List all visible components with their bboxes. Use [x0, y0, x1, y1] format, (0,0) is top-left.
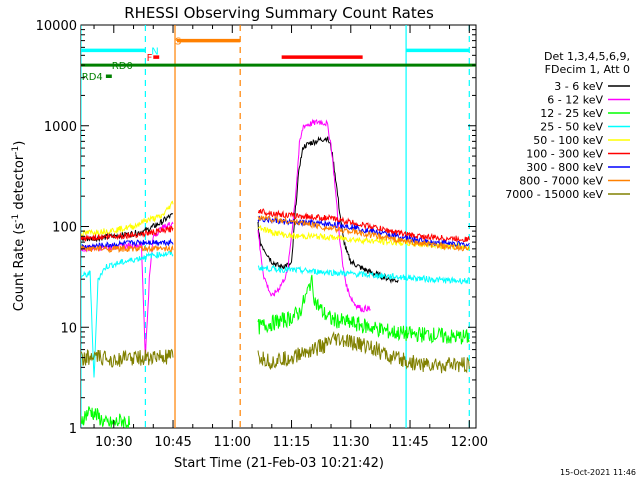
legend-header-0: Det 1,3,4,5,6,9, [544, 50, 630, 63]
y-tick-label-1: 10 [60, 321, 77, 336]
x-tick-label-2: 11:00 [214, 435, 251, 450]
series-25-50keV-part1 [257, 264, 470, 285]
series-50-100keV-part1 [257, 224, 470, 251]
flag-label-1: N [151, 46, 158, 57]
x-tick-label-5: 11:45 [391, 435, 428, 450]
legend-entry-0: 3 - 6 keV [554, 80, 603, 93]
y-axis-label-part-4: ) [12, 141, 27, 146]
legend-entry-5: 100 - 300 keV [526, 148, 603, 161]
legend: Det 1,3,4,5,6,9,FDecim 1, Att 0 3 - 6 keV… [505, 50, 630, 201]
series-100-300keV-part1 [258, 208, 470, 243]
x-tick-label-3: 11:15 [273, 435, 310, 450]
timestamp: 15-Oct-2021 11:46 [560, 468, 636, 477]
legend-entry-6: 300 - 800 keV [526, 161, 603, 174]
flag-label-0: S [175, 37, 181, 48]
flag-label-3: F [147, 53, 153, 64]
y-axis-label-part-3: -1 [11, 146, 21, 155]
series-800-7000keV-part1 [257, 214, 470, 252]
series-12-25keV-part1 [257, 274, 470, 345]
series-100-300keV-part0 [81, 225, 174, 242]
y-tick-label-4: 10000 [36, 19, 77, 34]
x-axis-label: Start Time (21-Feb-03 10:21:42) [174, 456, 384, 471]
x-tick-label-0: 10:30 [95, 435, 132, 450]
axes-frame [80, 24, 477, 429]
series-lines [81, 25, 470, 428]
y-tick-label-3: 1000 [44, 120, 77, 135]
y-axis-label-part-0: Count Rate (s [12, 223, 27, 312]
chart-text: RHESSI Observing Summary Count Rates Star… [11, 4, 636, 477]
series-300-800keV-part0 [81, 238, 174, 251]
y-tick-label-0: 1 [69, 422, 77, 437]
y-axis-label: Count Rate (s-1 detector-1) [11, 141, 27, 312]
series-800-7000keV-part0 [81, 244, 174, 254]
legend-entry-8: 7000 - 15000 keV [505, 188, 603, 201]
flag-label-6: RD4 [82, 72, 103, 83]
series-12-25keV-part0 [81, 406, 131, 428]
series-3-6keV-part1 [257, 136, 399, 284]
legend-header-1: FDecim 1, Att 0 [545, 63, 630, 76]
flag-label-5: RD0 [112, 61, 133, 72]
y-tick-label-2: 100 [52, 221, 77, 236]
series-7000-15000keV-part0 [81, 348, 174, 368]
series-6-12keV-part1 [257, 118, 371, 313]
x-tick-label-6: 12:00 [451, 435, 488, 450]
series-50-100keV-part0 [81, 200, 174, 237]
y-axis-label-part-1: -1 [11, 214, 21, 223]
plot-frame [80, 24, 477, 429]
axis-ticks: 1 10 100 1000 10000 10:30 10:45 11:00 11:15 11:30… [36, 19, 488, 450]
chart-title: RHESSI Observing Summary Count Rates [124, 4, 434, 22]
legend-entry-1: 6 - 12 keV [547, 94, 603, 107]
x-tick-label-4: 11:30 [332, 435, 369, 450]
legend-entry-3: 25 - 50 keV [540, 121, 603, 134]
legend-entry-4: 50 - 100 keV [533, 134, 603, 147]
legend-entry-7: 800 - 7000 keV [519, 175, 603, 188]
series-7000-15000keV-part1 [257, 331, 470, 374]
y-axis-label-part-2: detector [12, 154, 27, 214]
x-tick-label-1: 10:45 [154, 435, 191, 450]
series-25-50keV-part0 [81, 250, 174, 378]
flag-markers: S NF RD0 RD4 [81, 37, 476, 83]
legend-entry-2: 12 - 25 keV [540, 107, 603, 120]
